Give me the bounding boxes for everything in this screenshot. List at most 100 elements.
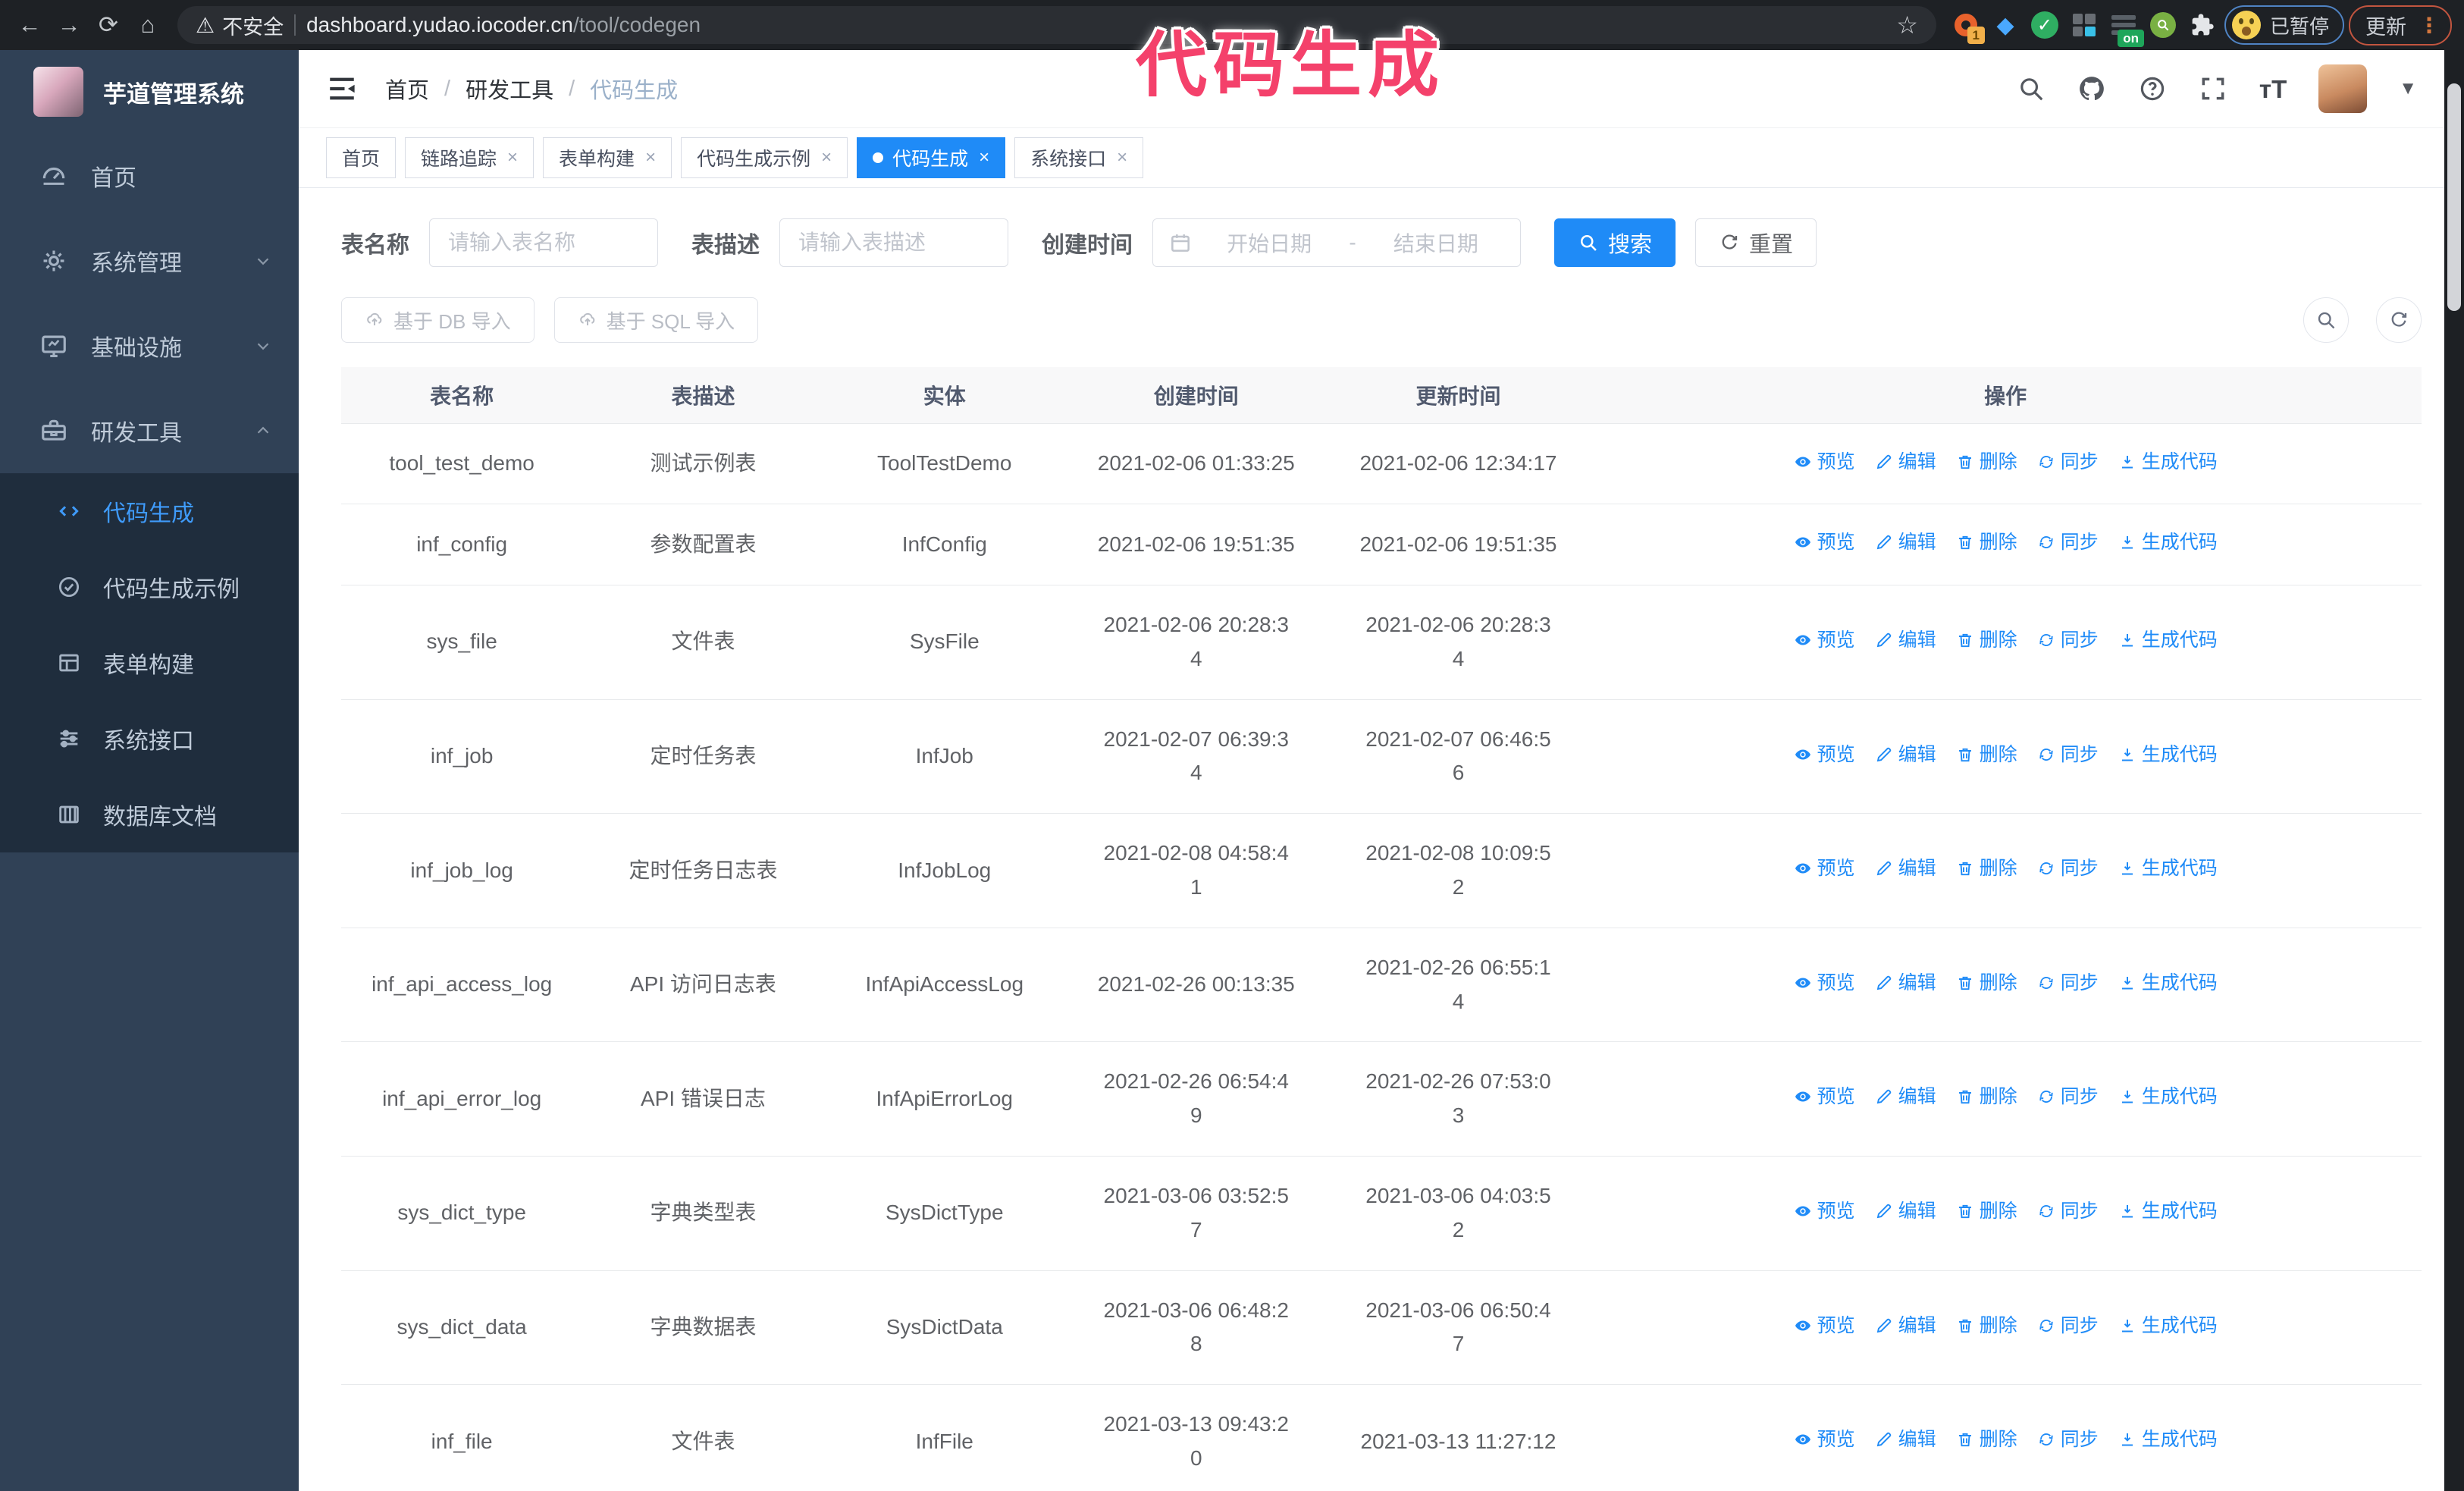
extension-orange-ring-icon[interactable]: 1 <box>1948 8 1985 44</box>
scrollbar-track[interactable] <box>2444 50 2464 1491</box>
delete-link[interactable]: 删除 <box>1956 968 2017 998</box>
edit-link[interactable]: 编辑 <box>1875 1311 1936 1341</box>
extension-switch-icon[interactable]: on <box>2106 8 2144 47</box>
delete-link[interactable]: 删除 <box>1956 1311 2017 1341</box>
delete-link[interactable]: 删除 <box>1956 1081 2017 1112</box>
address-bar[interactable]: ⚠ 不安全 dashboard.yudao.iocoder.cn/tool/co… <box>177 6 1936 44</box>
sidebar-item-infrastructure[interactable]: 基础设施 <box>0 303 299 388</box>
preview-link[interactable]: 预览 <box>1794 447 1855 477</box>
sync-link[interactable]: 同步 <box>2037 1311 2099 1341</box>
sidebar-item-system-management[interactable]: 系统管理 <box>0 218 299 303</box>
browser-back-button[interactable]: ← <box>17 11 42 38</box>
font-size-icon[interactable]: ᴛT <box>2259 74 2287 103</box>
preview-link[interactable]: 预览 <box>1794 1196 1855 1226</box>
extension-gem-icon[interactable]: ◆ <box>1988 8 2023 42</box>
edit-link[interactable]: 编辑 <box>1875 1081 1936 1112</box>
sidebar-item-home[interactable]: 首页 <box>0 133 299 218</box>
delete-link[interactable]: 删除 <box>1956 527 2017 557</box>
close-icon[interactable]: × <box>1117 147 1128 168</box>
generate-code-link[interactable]: 生成代码 <box>2118 527 2218 557</box>
github-icon[interactable] <box>2077 74 2106 103</box>
close-icon[interactable]: × <box>821 147 832 168</box>
sidebar-item-dev-tools[interactable]: 研发工具 <box>0 388 299 473</box>
generate-code-link[interactable]: 生成代码 <box>2118 968 2218 998</box>
extension-vue-devtools-icon[interactable]: ✓ <box>2027 8 2062 42</box>
edit-link[interactable]: 编辑 <box>1875 1424 1936 1455</box>
generate-code-link[interactable]: 生成代码 <box>2118 1311 2218 1341</box>
refresh-table-button[interactable] <box>2376 297 2422 343</box>
search-icon[interactable] <box>2017 74 2045 103</box>
preview-link[interactable]: 预览 <box>1794 1081 1855 1112</box>
preview-link[interactable]: 预览 <box>1794 625 1855 655</box>
generate-code-link[interactable]: 生成代码 <box>2118 447 2218 477</box>
end-date-placeholder[interactable]: 结束日期 <box>1393 232 1478 256</box>
sidebar-item-code-generation[interactable]: 代码生成 <box>0 473 299 549</box>
close-icon[interactable]: × <box>979 147 990 168</box>
browser-reload-button[interactable]: ⟳ <box>99 11 118 38</box>
tab-code-generation[interactable]: 代码生成 × <box>857 137 1006 178</box>
search-button[interactable]: 搜索 <box>1554 218 1676 267</box>
import-sql-button[interactable]: 基于 SQL 导入 <box>553 297 759 343</box>
extension-green-tool-icon[interactable] <box>2146 8 2180 42</box>
preview-link[interactable]: 预览 <box>1794 1311 1855 1341</box>
delete-link[interactable]: 删除 <box>1956 447 2017 477</box>
sidebar-item-database-docs[interactable]: 数据库文档 <box>0 777 299 852</box>
delete-link[interactable]: 删除 <box>1956 625 2017 655</box>
extension-grid-icon[interactable] <box>2067 8 2102 42</box>
start-date-placeholder[interactable]: 开始日期 <box>1227 232 1312 256</box>
generate-code-link[interactable]: 生成代码 <box>2118 1081 2218 1112</box>
security-warning[interactable]: ⚠ 不安全 <box>196 11 284 40</box>
sidebar-item-form-builder[interactable]: 表单构建 <box>0 625 299 701</box>
sync-link[interactable]: 同步 <box>2037 968 2099 998</box>
reset-button[interactable]: 重置 <box>1695 218 1817 267</box>
toggle-search-button[interactable] <box>2303 297 2349 343</box>
bookmark-star-icon[interactable]: ☆ <box>1896 11 1918 39</box>
sidebar-collapse-icon[interactable] <box>326 73 358 105</box>
delete-link[interactable]: 删除 <box>1956 1196 2017 1226</box>
avatar-caret-icon[interactable]: ▼ <box>2399 78 2417 99</box>
edit-link[interactable]: 编辑 <box>1875 739 1936 770</box>
sync-link[interactable]: 同步 <box>2037 1424 2099 1455</box>
sync-link[interactable]: 同步 <box>2037 1196 2099 1226</box>
generate-code-link[interactable]: 生成代码 <box>2118 1196 2218 1226</box>
browser-menu-kebab-icon[interactable]: ⋮ <box>2419 13 2440 37</box>
preview-link[interactable]: 预览 <box>1794 739 1855 770</box>
date-range-picker[interactable]: 开始日期 - 结束日期 <box>1152 218 1521 267</box>
sidebar-item-system-api[interactable]: 系统接口 <box>0 701 299 777</box>
sync-link[interactable]: 同步 <box>2037 447 2099 477</box>
browser-home-button[interactable]: ⌂ <box>140 11 155 38</box>
extensions-puzzle-icon[interactable] <box>2185 8 2220 42</box>
edit-link[interactable]: 编辑 <box>1875 447 1936 477</box>
breadcrumb-home[interactable]: 首页 <box>385 79 430 103</box>
preview-link[interactable]: 预览 <box>1794 1424 1855 1455</box>
tab-home[interactable]: 首页 <box>326 137 397 178</box>
sidebar-logo[interactable]: 芋道管理系统 <box>0 50 299 133</box>
edit-link[interactable]: 编辑 <box>1875 968 1936 998</box>
tab-form-builder[interactable]: 表单构建 × <box>543 137 672 178</box>
generate-code-link[interactable]: 生成代码 <box>2118 853 2218 884</box>
tab-tracing[interactable]: 链路追踪 × <box>405 137 534 178</box>
preview-link[interactable]: 预览 <box>1794 527 1855 557</box>
delete-link[interactable]: 删除 <box>1956 853 2017 884</box>
sidebar-item-code-generation-example[interactable]: 代码生成示例 <box>0 549 299 625</box>
delete-link[interactable]: 删除 <box>1956 1424 2017 1455</box>
edit-link[interactable]: 编辑 <box>1875 527 1936 557</box>
tab-codegen-example[interactable]: 代码生成示例 × <box>681 137 848 178</box>
tampermonkey-paused-chip[interactable]: 已暂停 <box>2224 5 2344 45</box>
browser-forward-button[interactable]: → <box>57 11 81 38</box>
generate-code-link[interactable]: 生成代码 <box>2118 1424 2218 1455</box>
sync-link[interactable]: 同步 <box>2037 625 2099 655</box>
browser-update-button[interactable]: 更新 ⋮ <box>2349 5 2452 46</box>
edit-link[interactable]: 编辑 <box>1875 625 1936 655</box>
generate-code-link[interactable]: 生成代码 <box>2118 625 2218 655</box>
preview-link[interactable]: 预览 <box>1794 968 1855 998</box>
delete-link[interactable]: 删除 <box>1956 739 2017 770</box>
tab-system-api[interactable]: 系统接口 × <box>1014 137 1144 178</box>
fullscreen-icon[interactable] <box>2199 74 2227 103</box>
sync-link[interactable]: 同步 <box>2037 739 2099 770</box>
close-icon[interactable]: × <box>645 147 657 168</box>
preview-link[interactable]: 预览 <box>1794 853 1855 884</box>
table-name-input[interactable] <box>429 218 658 267</box>
sync-link[interactable]: 同步 <box>2037 527 2099 557</box>
table-desc-input[interactable] <box>779 218 1008 267</box>
